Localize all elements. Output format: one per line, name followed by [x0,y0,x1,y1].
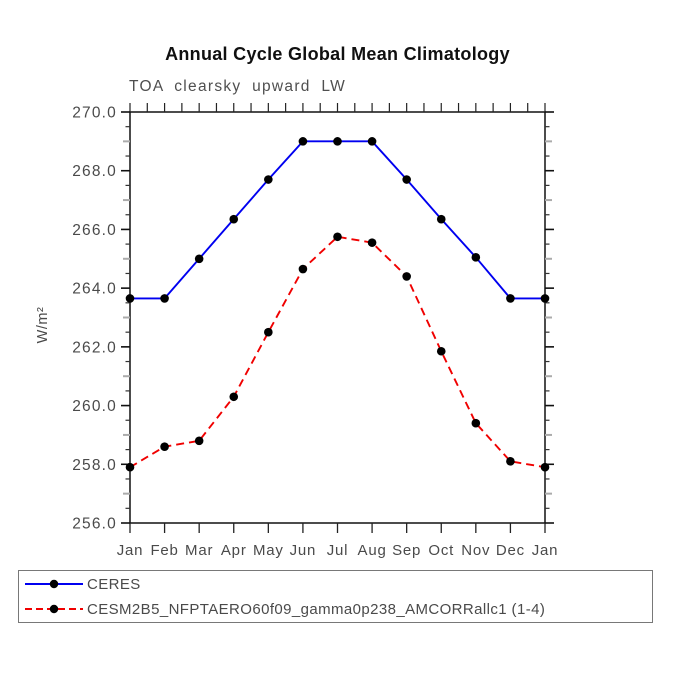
data-point-series-1 [194,436,204,446]
legend-item-cesm2b5: CESM2B5_NFPTAERO60f09_gamma0p238_AMCORRa… [23,597,545,621]
legend-label-ceres: CERES [87,575,141,593]
data-point-series-1 [160,442,169,451]
data-point-series-1 [264,327,273,337]
chart-subtitle: TOA clearsky upward LW [129,78,347,95]
x-tick-label: Dec [496,542,525,559]
y-tick-label: 262.0 [72,339,117,356]
legend-label-cesm2b5: CESM2B5_NFPTAERO60f09_gamma0p238_AMCORRa… [87,600,546,618]
data-point-series-1 [333,232,342,242]
x-tick-label: Nov [461,542,490,559]
chart-title: Annual Cycle Global Mean Climatology [165,44,510,64]
legend-sample-ceres [25,579,83,589]
x-tick-label: May [253,542,284,559]
legend-item-ceres: CERES [23,572,141,596]
x-tick-label: Jan [117,542,144,559]
x-tick-label: Feb [150,542,178,559]
data-point-series-1 [367,238,377,247]
data-point-series-1 [125,462,135,472]
y-tick-label: 256.0 [72,516,117,533]
legend-marker-dot [49,604,59,614]
data-point-series-1 [436,346,446,356]
data-point-series-1 [402,272,411,281]
x-tick-label: Oct [428,542,454,559]
data-point-series-1 [540,462,550,472]
y-tick-label: 270.0 [72,105,117,122]
series-line-1 [129,235,546,469]
data-point-series-0 [333,137,342,146]
data-point-series-1 [506,457,515,466]
data-point-series-0 [506,294,515,303]
data-point-series-0 [298,137,308,146]
x-tick-label: Aug [358,542,387,559]
legend-sample-cesm2b5 [25,604,83,614]
x-tick-label: Jan [532,542,559,559]
y-axis-unit-label: W/m² [35,307,51,344]
data-point-series-1 [298,264,308,274]
legend: CERES CESM2B5_NFPTAERO60f09_gamma0p238_A… [18,570,653,623]
data-point-series-0 [229,214,239,224]
series-line-0 [130,140,545,300]
data-point-series-0 [436,214,446,224]
y-tick-label: 260.0 [72,398,117,415]
data-point-series-0 [402,175,411,184]
data-point-series-1 [471,418,481,428]
data-point-series-0 [540,294,550,303]
data-point-series-0 [264,175,273,184]
legend-marker-dot [49,579,59,589]
data-point-series-1 [229,392,239,402]
data-point-series-0 [125,294,135,303]
y-tick-label: 258.0 [72,457,117,474]
data-point-series-0 [367,137,377,146]
x-tick-label: Jun [290,542,317,559]
y-tick-label: 264.0 [72,281,117,298]
x-tick-label: Sep [392,542,421,559]
plot-box [129,111,546,524]
x-tick-label: Apr [221,542,247,559]
data-point-series-0 [160,294,169,303]
data-point-series-0 [471,253,481,262]
x-tick-label: Mar [185,542,213,559]
data-point-series-0 [194,254,204,264]
x-tick-label: Jul [327,542,349,559]
y-tick-label: 268.0 [72,163,117,180]
y-tick-label: 266.0 [72,222,117,239]
